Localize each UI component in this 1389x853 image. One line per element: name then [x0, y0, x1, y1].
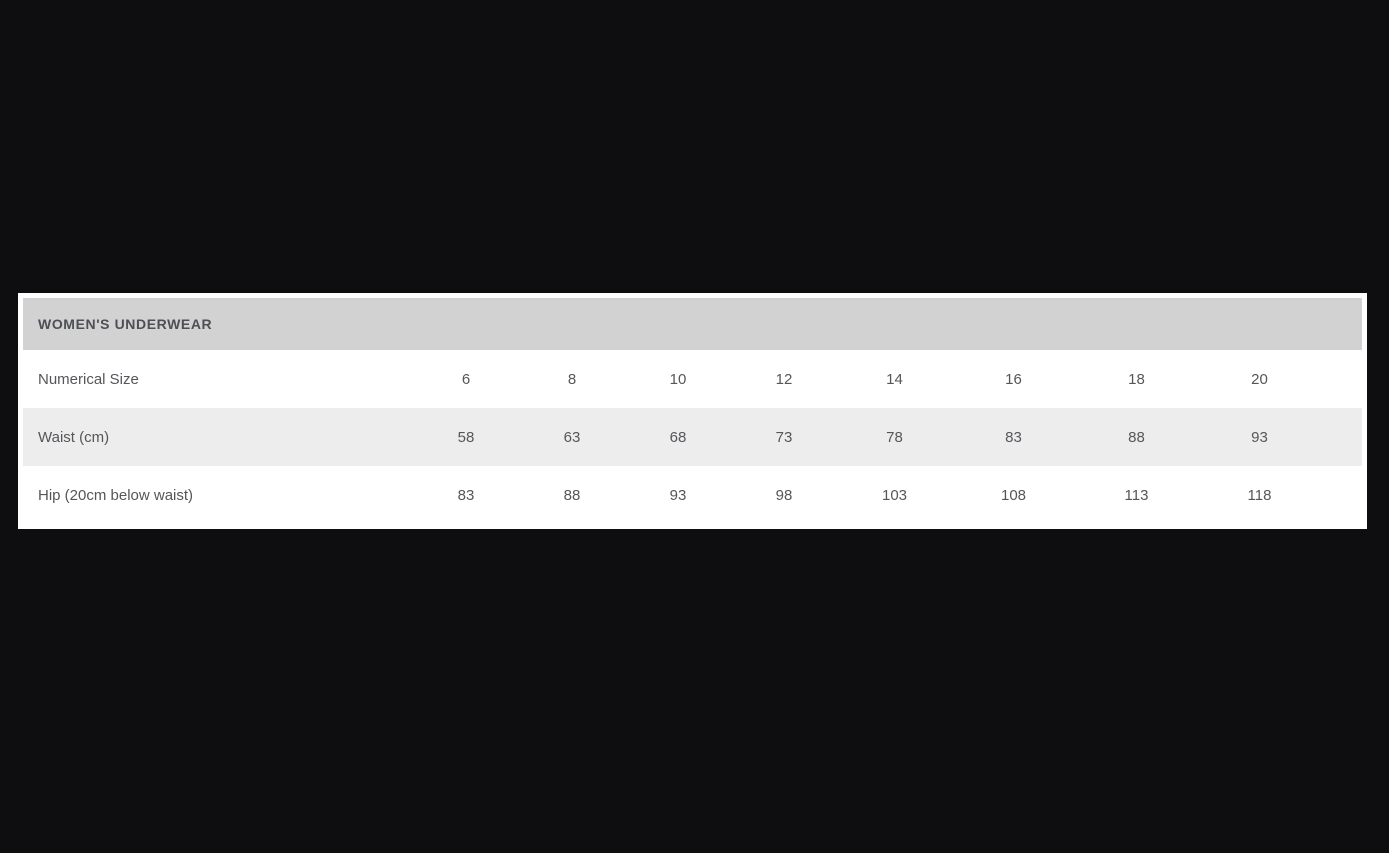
row-label: Hip (20cm below waist)	[38, 486, 194, 504]
table-row: Hip (20cm below waist) 83 88 93 98 103 108 113 1…	[23, 466, 1362, 524]
size-chart-header: WOMEN'S UNDERWEAR	[23, 298, 1362, 350]
spacer-cell	[1321, 350, 1362, 408]
row-label: Waist (cm)	[38, 428, 110, 446]
value-cell: 103	[881, 486, 908, 504]
value-cell: 93	[1251, 428, 1268, 446]
value-cell: 88	[1128, 428, 1145, 446]
value-cell: 10	[669, 370, 687, 388]
value-cell: 73	[775, 428, 793, 446]
value-cell: 88	[563, 486, 581, 504]
value-cell: 12	[775, 370, 793, 388]
value-cell: 98	[775, 486, 793, 504]
size-chart-body: Numerical Size 6 8 10 12 14 16 18 20 Waist (cm) 58…	[23, 350, 1362, 524]
value-cell: 58	[457, 428, 475, 446]
value-cell: 20	[1251, 370, 1268, 388]
size-chart-title: WOMEN'S UNDERWEAR	[38, 316, 213, 332]
value-cell: 18	[1128, 370, 1145, 388]
value-cell: 63	[563, 428, 581, 446]
value-cell: 8	[567, 370, 577, 388]
value-cell: 113	[1124, 486, 1149, 504]
spacer-cell	[1321, 466, 1362, 524]
value-cell: 68	[669, 428, 687, 446]
spacer-cell	[1321, 408, 1362, 466]
size-chart-panel: WOMEN'S UNDERWEAR Numerical Size 6 8 10 12 14…	[18, 293, 1367, 529]
value-cell: 118	[1247, 486, 1272, 504]
table-row: Waist (cm) 58 63 68 73 78 83 88 93	[23, 408, 1362, 466]
row-label: Numerical Size	[38, 370, 139, 388]
value-cell: 83	[1005, 428, 1022, 446]
value-cell: 93	[669, 486, 687, 504]
value-cell: 14	[886, 370, 903, 388]
value-cell: 16	[1005, 370, 1022, 388]
value-cell: 78	[886, 428, 903, 446]
table-row: Numerical Size 6 8 10 12 14 16 18 20	[23, 350, 1362, 408]
value-cell: 83	[457, 486, 475, 504]
value-cell: 108	[1000, 486, 1027, 504]
value-cell: 6	[461, 370, 471, 388]
size-chart-table: Numerical Size 6 8 10 12 14 16 18 20 Waist (cm) 58…	[23, 350, 1362, 524]
